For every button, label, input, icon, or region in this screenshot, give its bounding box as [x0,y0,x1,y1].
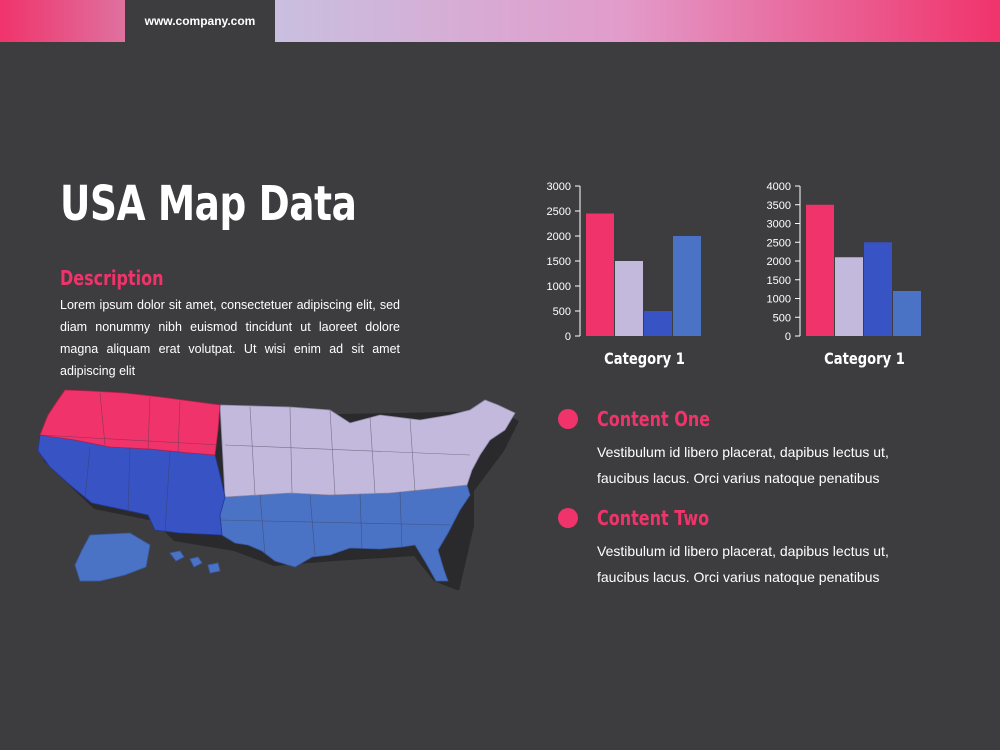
bullet-dot-icon [558,409,578,429]
bar-series-2 [615,261,643,336]
y-tick-label: 1000 [547,281,571,293]
y-tick-label: 1000 [767,294,791,306]
state-borders [39,392,471,556]
bullet-dot-icon [558,508,578,528]
y-tick-label: 3000 [767,219,791,231]
bar-chart-right: 0 500 1000 1500 2000 2500 3000 3500 4000 Category… [755,178,945,378]
y-tick-label: 2000 [767,256,791,268]
content-heading: Content One [597,407,711,431]
content-item-one: Content One Vestibulum id libero placera… [558,407,918,487]
map-region-hawaii [169,550,221,574]
y-tick-label: 2000 [547,231,571,243]
y-tick-label: 2500 [767,237,791,249]
bar-chart-right-svg: 0 500 1000 1500 2000 2500 3000 3500 4000 Category… [767,181,921,369]
bar-series-3 [864,242,892,336]
y-tick-label: 500 [773,312,791,324]
slide-title: USA Map Data [60,176,357,232]
y-tick-label: 3500 [767,200,791,212]
y-tick-label: 1500 [767,275,791,287]
usa-map [30,385,520,595]
bar-series-1 [806,204,834,336]
y-tick-label: 500 [553,306,571,318]
category-label: Category 1 [604,350,685,369]
y-tick-label: 3000 [547,181,571,193]
y-tick-label: 2500 [547,206,571,218]
company-url[interactable]: www.company.com [125,0,275,42]
description-text: Lorem ipsum dolor sit amet, consectetuer… [60,298,400,378]
content-body: Vestibulum id libero placerat, dapibus l… [597,444,889,486]
map-region-northwest [39,389,221,456]
y-tick-label: 1500 [547,256,571,268]
bar-series-4 [673,236,701,336]
bar-chart-left: 0 500 1000 1500 2000 2500 3000 Category 1 [535,178,725,378]
description-label: Description [60,266,164,290]
bar-series-1 [586,213,614,336]
content-heading: Content Two [597,506,710,530]
map-region-south [219,484,471,582]
content-item-two: Content Two Vestibulum id libero placera… [558,506,918,586]
usa-map-svg [37,389,519,591]
map-region-alaska [74,532,151,582]
y-tick-label: 0 [785,331,791,343]
category-label: Category 1 [824,350,905,369]
y-tick-label: 0 [565,331,571,343]
bar-series-3 [644,311,672,336]
bar-chart-left-svg: 0 500 1000 1500 2000 2500 3000 Category 1 [547,181,701,369]
bar-series-4 [893,291,921,336]
content-body: Vestibulum id libero placerat, dapibus l… [597,543,889,585]
y-tick-label: 4000 [767,181,791,193]
bar-series-2 [835,257,863,336]
